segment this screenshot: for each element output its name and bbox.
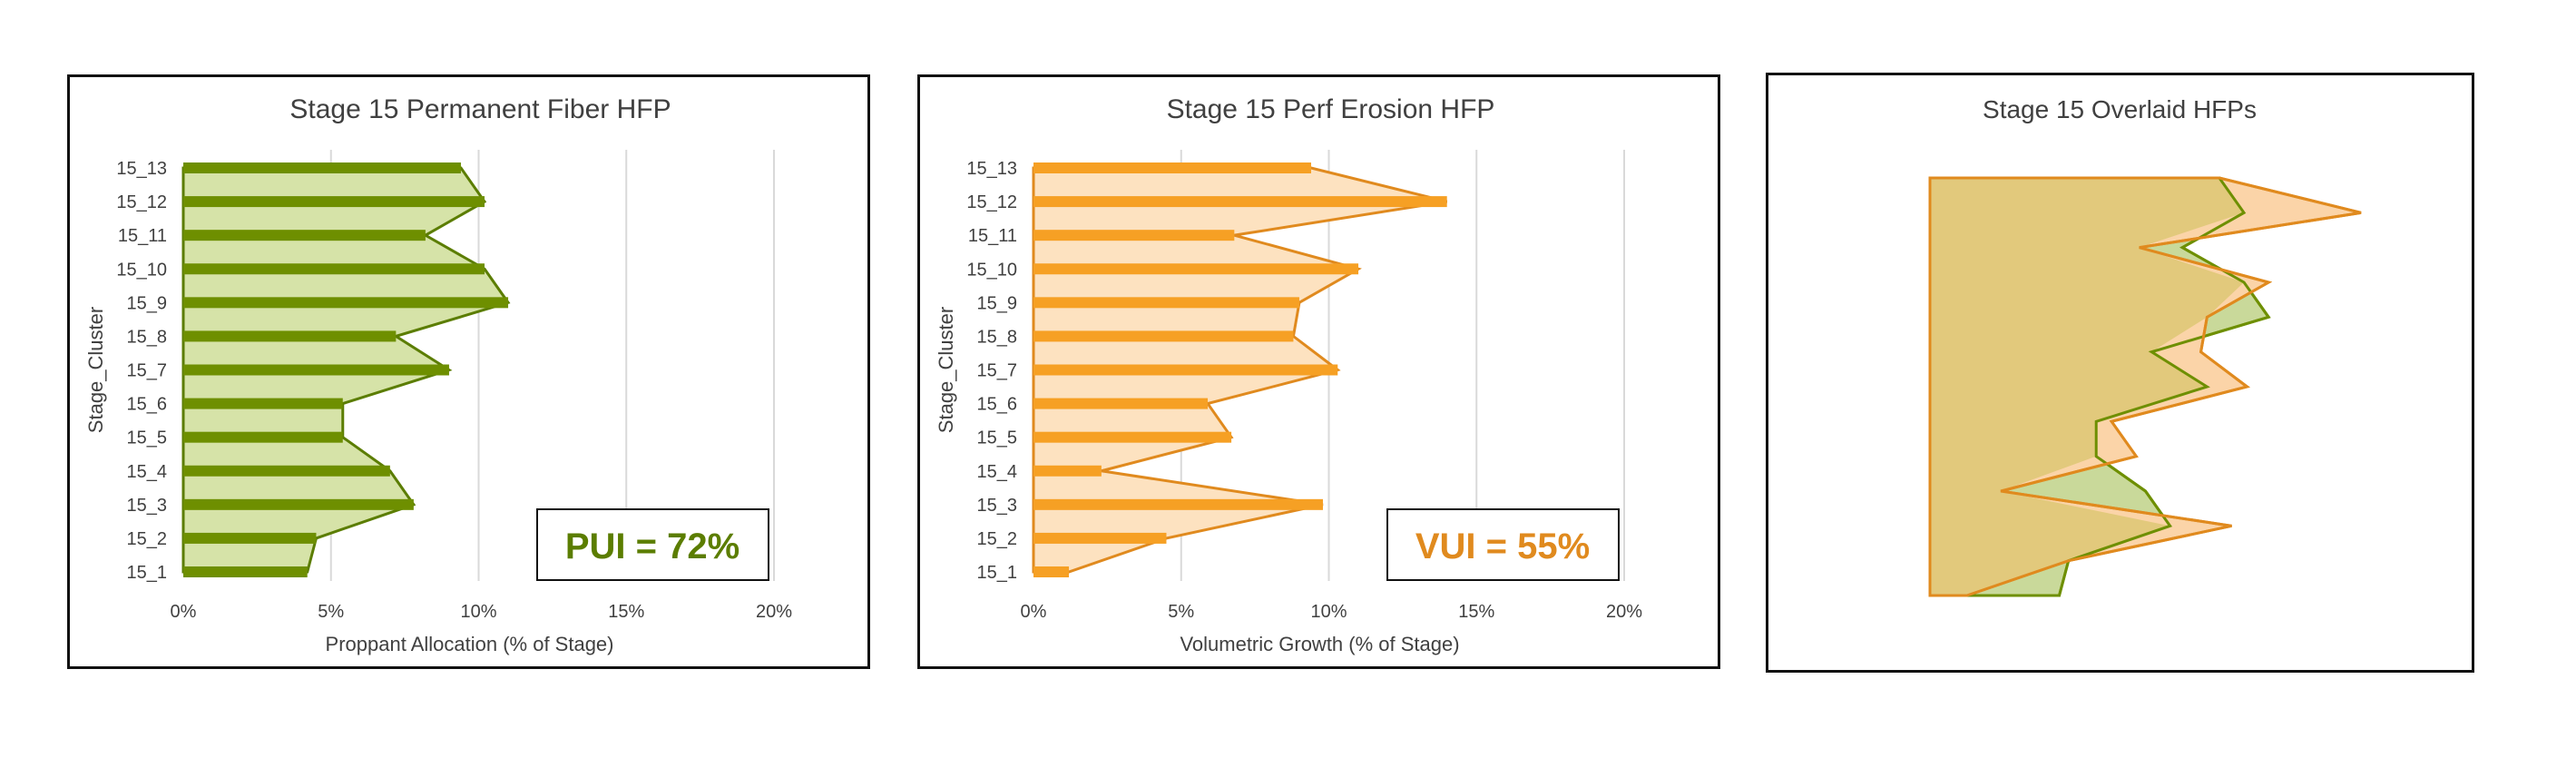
erosion-category-label: 15_4 (977, 462, 1018, 482)
erosion-bar (1033, 498, 1323, 510)
erosion-category-label: 15_9 (977, 293, 1018, 313)
erosion-category-label: 15_6 (977, 395, 1018, 415)
erosion-xtick-label: 5% (1168, 602, 1194, 622)
erosion-title: Stage 15 Perf Erosion HFP (1167, 94, 1495, 124)
fiber-bar (183, 196, 485, 208)
overlay-chart: Stage 15 Overlaid HFPs (1928, 95, 2362, 597)
fiber-category-label: 15_10 (116, 260, 167, 280)
erosion-bar (1033, 297, 1299, 309)
fiber-category-label: 15_8 (127, 327, 168, 347)
fiber-category-label: 15_7 (127, 361, 168, 381)
erosion-category-label: 15_3 (977, 496, 1018, 516)
erosion-xtick-label: 15% (1458, 602, 1494, 622)
fiber-bar (183, 532, 317, 544)
fiber-chart: Stage 15 Permanent Fiber HFP 0% 5% 10% 15% 20… (84, 94, 792, 655)
overlay-title: Stage 15 Overlaid HFPs (1983, 95, 2257, 123)
fiber-bar (183, 398, 343, 409)
erosion-bar (1033, 364, 1338, 376)
erosion-xtick-label: 0% (1021, 602, 1047, 622)
fiber-annotation: PUI = 72% (565, 527, 739, 566)
erosion-xtick-label: 10% (1310, 602, 1347, 622)
erosion-category-label: 15_13 (966, 159, 1017, 179)
fiber-xtick-label: 15% (608, 602, 644, 622)
fiber-bar (183, 263, 485, 275)
fiber-xlabel: Proppant Allocation (% of Stage) (326, 633, 614, 655)
erosion-annotation: VUI = 55% (1415, 527, 1590, 566)
erosion-bar (1033, 431, 1232, 443)
erosion-category-label: 15_11 (968, 226, 1017, 246)
overlay-erosion-outline (1928, 176, 2362, 597)
erosion-xtick-label: 20% (1606, 602, 1642, 622)
erosion-bar (1033, 330, 1294, 342)
overlay-overlap-area (1930, 178, 2245, 596)
fiber-ylabel: Stage_Cluster (84, 307, 107, 433)
fiber-category-label: 15_13 (116, 159, 167, 179)
erosion-bar (1033, 230, 1235, 241)
fiber-category-label: 15_6 (127, 395, 168, 415)
fiber-annotation-box (536, 508, 769, 581)
fiber-category-label: 15_11 (118, 226, 167, 246)
fiber-category-label: 15_2 (127, 529, 168, 549)
erosion-bar (1033, 532, 1167, 544)
fiber-category-label: 15_5 (127, 428, 168, 448)
fiber-bar (183, 465, 390, 477)
fiber-bar (183, 498, 414, 510)
fiber-xtick-label: 10% (460, 602, 496, 622)
erosion-category-label: 15_8 (977, 327, 1018, 347)
erosion-xlabel: Volumetric Growth (% of Stage) (1180, 633, 1459, 655)
erosion-bar (1033, 162, 1311, 173)
fiber-bar (183, 330, 397, 342)
erosion-category-label: 15_7 (977, 361, 1018, 381)
erosion-category-label: 15_12 (966, 192, 1017, 212)
fiber-bar (183, 297, 509, 309)
erosion-category-label: 15_5 (977, 428, 1018, 448)
erosion-bar (1033, 196, 1447, 208)
fiber-bar (183, 162, 461, 173)
fiber-category-label: 15_12 (116, 192, 167, 212)
fiber-chart-panel: Stage 15 Permanent Fiber HFP 0% 5% 10% 15% 20… (67, 74, 870, 669)
overlay-chart-panel: Stage 15 Overlaid HFPs (1766, 73, 2474, 673)
fiber-xtick-label: 20% (756, 602, 792, 622)
erosion-chart: Stage 15 Perf Erosion HFP 0% 5% 10% 15% 20% Vo… (935, 94, 1642, 655)
fiber-bar (183, 431, 343, 443)
erosion-bar (1033, 263, 1359, 275)
fiber-xtick-label: 5% (318, 602, 344, 622)
fiber-bar (183, 230, 426, 241)
fiber-title: Stage 15 Permanent Fiber HFP (289, 94, 671, 124)
erosion-category-label: 15_2 (977, 529, 1018, 549)
erosion-bar (1033, 566, 1070, 577)
fiber-category-label: 15_4 (127, 462, 168, 482)
fiber-category-label: 15_9 (127, 293, 168, 313)
erosion-category-label: 15_1 (977, 563, 1018, 583)
fiber-category-label: 15_1 (127, 563, 168, 583)
erosion-category-label: 15_10 (966, 260, 1017, 280)
erosion-annotation-box (1386, 508, 1620, 581)
erosion-bar (1033, 398, 1209, 409)
overlay-fiber-outline (1928, 176, 2271, 597)
fiber-bar (183, 566, 308, 577)
erosion-ylabel: Stage_Cluster (935, 307, 957, 433)
erosion-chart-panel: Stage 15 Perf Erosion HFP 0% 5% 10% 15% 20% Vo… (917, 74, 1720, 669)
erosion-bar (1033, 465, 1102, 477)
fiber-category-label: 15_3 (127, 496, 168, 516)
fiber-bar (183, 364, 449, 376)
fiber-xtick-label: 0% (171, 602, 197, 622)
